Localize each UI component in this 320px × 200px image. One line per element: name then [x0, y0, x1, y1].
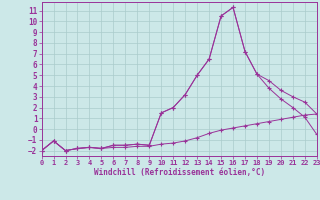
X-axis label: Windchill (Refroidissement éolien,°C): Windchill (Refroidissement éolien,°C) [94, 168, 265, 177]
